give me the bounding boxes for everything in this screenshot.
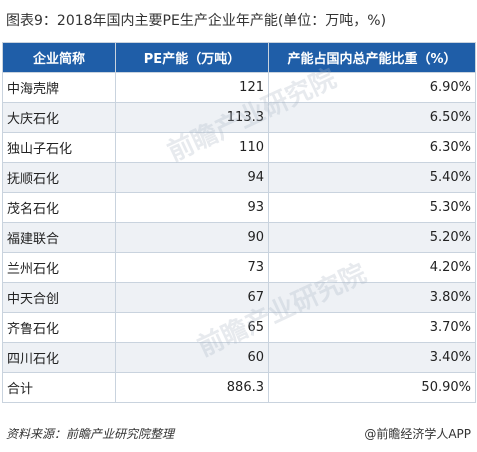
capacity-value: 94	[115, 162, 269, 193]
share-value: 3.80%	[268, 282, 476, 313]
capacity-value: 67	[115, 282, 269, 313]
total-capacity: 886.3	[115, 372, 269, 403]
header-company: 企业简称	[2, 42, 116, 73]
company-name: 中天合创	[2, 282, 116, 313]
company-name: 茂名石化	[2, 192, 116, 223]
table-row: 茂名石化 93 5.30%	[2, 192, 476, 223]
table-row: 兰州石化 73 4.20%	[2, 252, 476, 283]
table-row: 抚顺石化 94 5.40%	[2, 162, 476, 193]
header-capacity: PE产能（万吨）	[115, 42, 269, 73]
share-value: 5.30%	[268, 192, 476, 223]
total-share: 50.90%	[268, 372, 476, 403]
share-value: 5.20%	[268, 222, 476, 253]
company-name: 四川石化	[2, 342, 116, 373]
share-value: 5.40%	[268, 162, 476, 193]
share-value: 4.20%	[268, 252, 476, 283]
table-row: 独山子石化 110 6.30%	[2, 132, 476, 163]
footer: 资料来源：前瞻产业研究院整理 @前瞻经济学人APP	[6, 425, 473, 442]
table-header-row: 企业简称 PE产能（万吨） 产能占国内总产能比重（%）	[2, 42, 476, 73]
brand-credit: @前瞻经济学人APP	[364, 427, 471, 441]
header-share: 产能占国内总产能比重（%）	[268, 42, 476, 73]
table-row: 中天合创 67 3.80%	[2, 282, 476, 313]
share-value: 6.30%	[268, 132, 476, 163]
company-name: 中海壳牌	[2, 72, 116, 103]
total-label: 合计	[2, 372, 116, 403]
table-row: 四川石化 60 3.40%	[2, 342, 476, 373]
capacity-value: 121	[115, 72, 269, 103]
capacity-value: 90	[115, 222, 269, 253]
capacity-value: 73	[115, 252, 269, 283]
table-row: 齐鲁石化 65 3.70%	[2, 312, 476, 343]
company-name: 抚顺石化	[2, 162, 116, 193]
source-note: 资料来源：前瞻产业研究院整理	[6, 427, 175, 441]
table-row: 大庆石化 113.3 6.50%	[2, 102, 476, 133]
chart-title: 图表9：2018年国内主要PE生产企业年产能(单位：万吨，%)	[6, 13, 387, 29]
company-name: 独山子石化	[2, 132, 116, 163]
capacity-value: 60	[115, 342, 269, 373]
capacity-value: 65	[115, 312, 269, 343]
company-name: 齐鲁石化	[2, 312, 116, 343]
capacity-table: 企业简称 PE产能（万吨） 产能占国内总产能比重（%） 中海壳牌 121 6.9…	[2, 42, 476, 403]
table-row: 中海壳牌 121 6.90%	[2, 72, 476, 103]
capacity-value: 113.3	[115, 102, 269, 133]
company-name: 大庆石化	[2, 102, 116, 133]
table-total-row: 合计 886.3 50.90%	[2, 372, 476, 403]
company-name: 福建联合	[2, 222, 116, 253]
share-value: 3.70%	[268, 312, 476, 343]
share-value: 6.50%	[268, 102, 476, 133]
company-name: 兰州石化	[2, 252, 116, 283]
capacity-value: 110	[115, 132, 269, 163]
table-row: 福建联合 90 5.20%	[2, 222, 476, 253]
share-value: 6.90%	[268, 72, 476, 103]
capacity-value: 93	[115, 192, 269, 223]
share-value: 3.40%	[268, 342, 476, 373]
